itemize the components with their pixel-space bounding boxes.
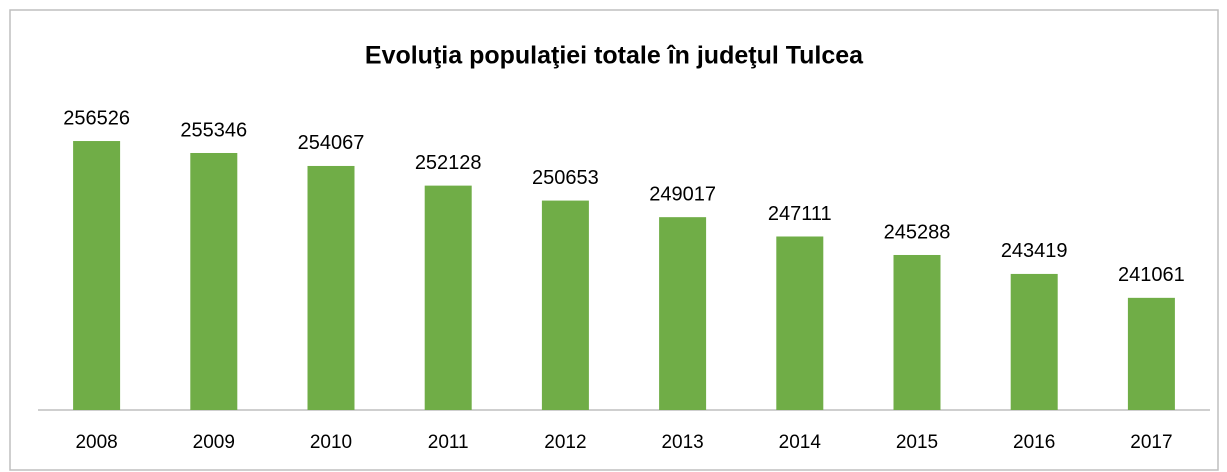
bar <box>73 141 121 410</box>
value-label: 252128 <box>415 152 482 174</box>
bar <box>190 152 238 410</box>
value-label: 254067 <box>298 132 365 154</box>
x-tick-label: 2016 <box>1013 432 1055 453</box>
x-tick-label: 2017 <box>1130 432 1172 453</box>
value-label: 249017 <box>649 183 716 205</box>
x-tick-label: 2010 <box>310 432 352 453</box>
value-label: 241061 <box>1118 264 1185 286</box>
bar <box>1127 297 1175 410</box>
bar <box>541 200 589 410</box>
x-tick-label: 2013 <box>661 432 703 453</box>
bar <box>1010 273 1058 410</box>
bar <box>659 217 707 410</box>
bar <box>776 236 824 410</box>
bar <box>424 185 472 410</box>
x-tick-label: 2015 <box>896 432 938 453</box>
x-tick-label: 2009 <box>193 432 235 453</box>
value-label: 255346 <box>180 119 247 141</box>
x-tick-label: 2011 <box>428 432 469 453</box>
x-tick-label: 2012 <box>544 432 586 453</box>
bar <box>893 254 941 410</box>
value-label: 250653 <box>532 167 599 189</box>
chart-title: Evoluţia populaţiei totale în judeţul Tu… <box>365 42 864 70</box>
value-label: 243419 <box>1001 240 1068 262</box>
x-tick-label: 2008 <box>75 432 117 453</box>
bar <box>307 165 355 410</box>
value-label: 247111 <box>768 203 832 225</box>
value-label: 256526 <box>63 107 130 129</box>
value-label: 245288 <box>884 221 951 243</box>
x-tick-label: 2014 <box>779 432 822 453</box>
